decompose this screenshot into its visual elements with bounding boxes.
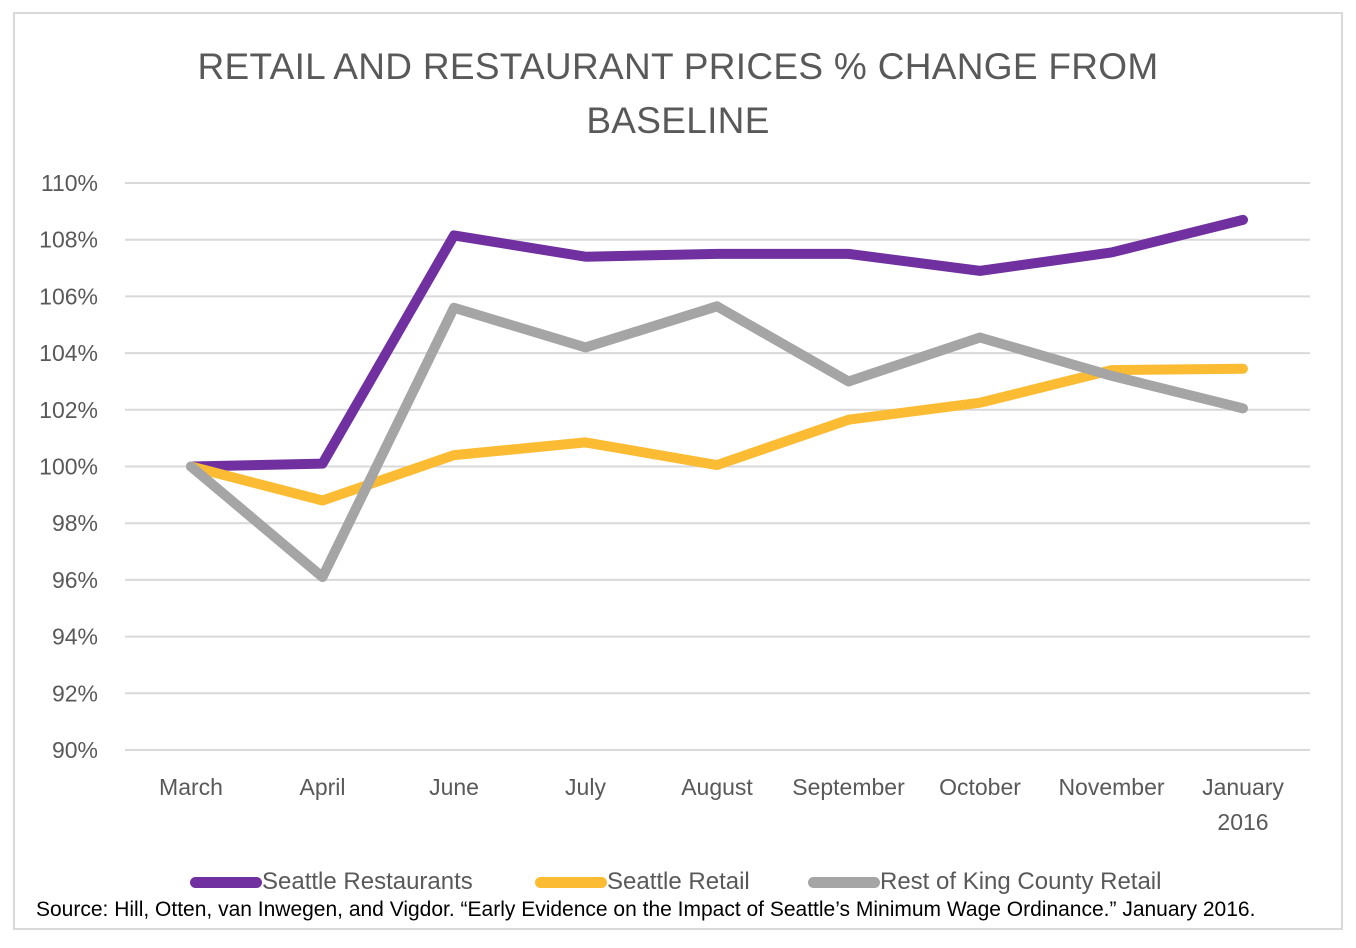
x-tick-label: August bbox=[681, 774, 753, 800]
series-line-seattle-restaurants bbox=[186, 214, 1248, 472]
y-tick-label: 94% bbox=[52, 624, 98, 650]
x-tick-label: January bbox=[1202, 774, 1284, 800]
legend-swatch-rest-of-king-county-retail bbox=[808, 876, 880, 888]
y-axis-tick-labels: 90% 92% 94% 96% 98% 100% 102% 104% 106% 108% 110% bbox=[39, 170, 98, 763]
x-axis-tick-labels: March April June July August September October… bbox=[159, 774, 1284, 835]
series-lines bbox=[186, 214, 1248, 583]
x-tick-label: 2016 bbox=[1217, 809, 1268, 835]
series-line-rest-of-king-county-retail bbox=[186, 301, 1248, 583]
y-tick-label: 90% bbox=[52, 737, 98, 763]
y-tick-label: 106% bbox=[39, 283, 98, 309]
x-tick-label: September bbox=[792, 774, 905, 800]
series-line-seattle-retail bbox=[186, 363, 1248, 506]
y-tick-label: 96% bbox=[52, 567, 98, 593]
x-tick-label: March bbox=[159, 774, 223, 800]
y-tick-label: 98% bbox=[52, 510, 98, 536]
x-tick-label: October bbox=[939, 774, 1021, 800]
y-tick-label: 104% bbox=[39, 340, 98, 366]
legend-label: Seattle Restaurants bbox=[262, 868, 473, 895]
y-tick-label: 100% bbox=[39, 454, 98, 480]
legend-item-seattle-restaurants: Seattle Restaurants bbox=[190, 868, 473, 896]
x-tick-label: November bbox=[1058, 774, 1164, 800]
chart-title-line-2: BASELINE bbox=[586, 100, 770, 141]
y-tick-label: 102% bbox=[39, 397, 98, 423]
chart-legend: Seattle Restaurants Seattle Retail Rest … bbox=[0, 868, 1356, 902]
legend-item-seattle-retail: Seattle Retail bbox=[535, 868, 750, 896]
chart-frame bbox=[13, 12, 1343, 930]
legend-swatch-seattle-restaurants bbox=[190, 876, 262, 888]
chart-title-line-1: RETAIL AND RESTAURANT PRICES % CHANGE FR… bbox=[197, 46, 1159, 87]
y-tick-label: 110% bbox=[41, 170, 98, 196]
legend-swatch-seattle-retail bbox=[535, 876, 607, 888]
legend-label: Seattle Retail bbox=[607, 868, 750, 895]
x-tick-label: July bbox=[565, 774, 606, 800]
source-citation: Source: Hill, Otten, van Inwegen, and Vi… bbox=[36, 898, 1256, 921]
legend-label: Rest of King County Retail bbox=[880, 868, 1162, 895]
y-tick-label: 108% bbox=[39, 227, 98, 253]
chart-title: RETAIL AND RESTAURANT PRICES % CHANGE FR… bbox=[0, 40, 1356, 148]
y-tick-label: 92% bbox=[52, 680, 98, 706]
x-tick-label: April bbox=[299, 774, 345, 800]
x-tick-label: June bbox=[429, 774, 479, 800]
legend-item-rest-of-king-county-retail: Rest of King County Retail bbox=[808, 868, 1161, 896]
